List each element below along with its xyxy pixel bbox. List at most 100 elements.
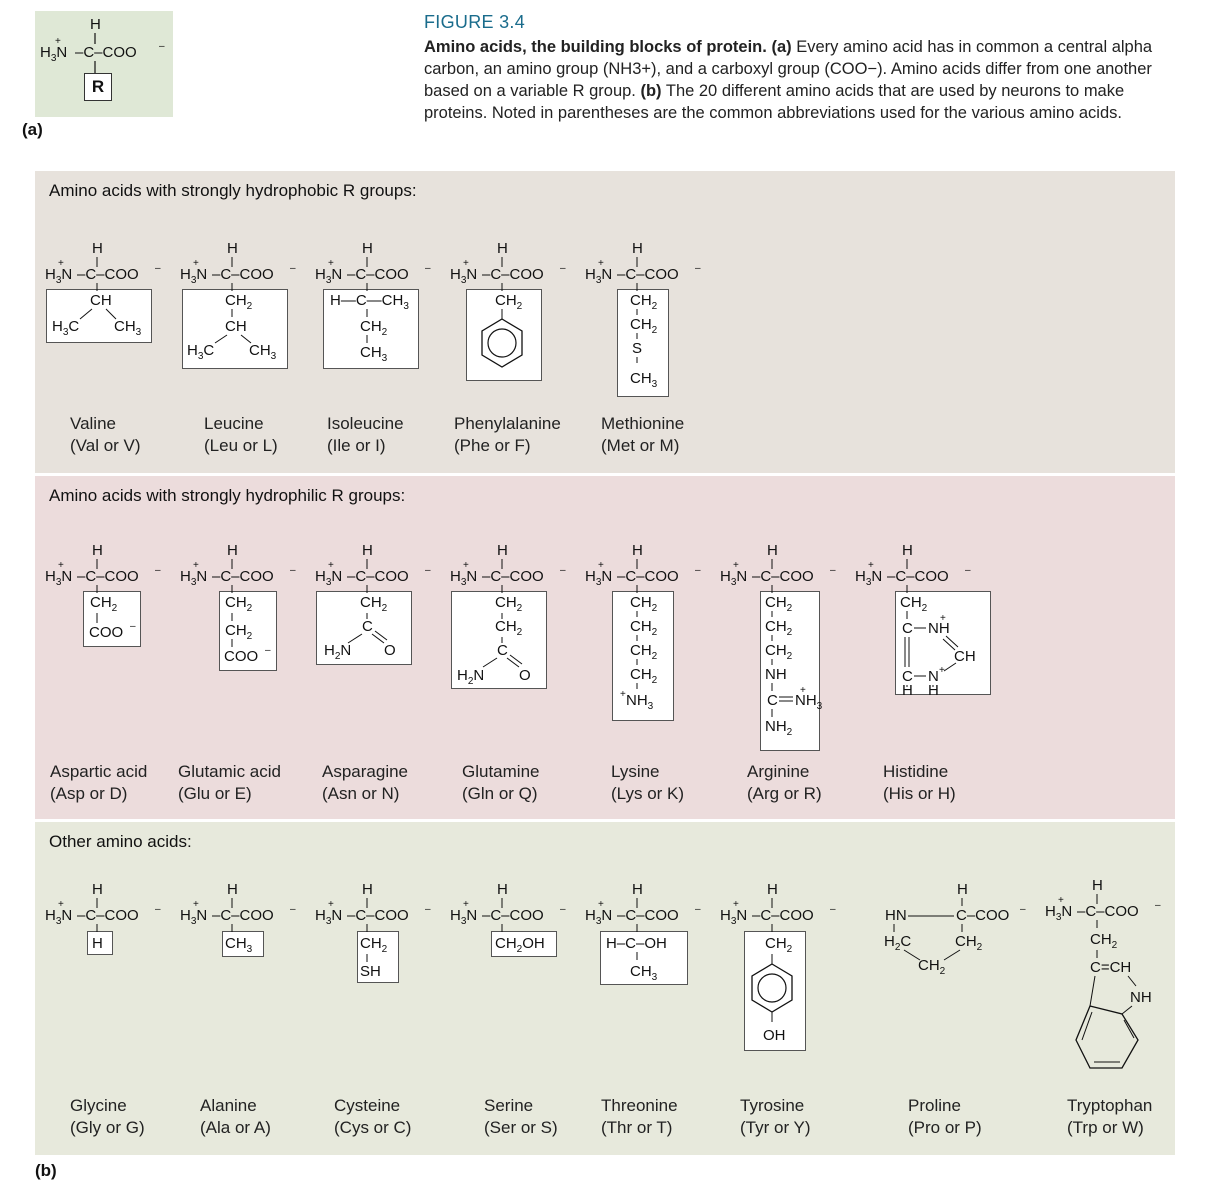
- svg-text:+: +: [463, 899, 469, 910]
- svg-text:H: H: [767, 881, 778, 898]
- svg-text:–C–COO: –C–COO: [752, 568, 814, 585]
- svg-text:+: +: [598, 899, 604, 910]
- svg-text:–: –: [425, 565, 431, 576]
- svg-text:–C–COO: –C–COO: [617, 568, 679, 585]
- svg-text:H3N: H3N: [180, 568, 207, 588]
- caption-part-b-marker: (b): [640, 82, 662, 100]
- arginine-structure: H H3N+ –C–COO – CH2 CH2 CH2 NH C + NH3 NH…: [720, 542, 836, 738]
- svg-text:+: +: [1058, 895, 1064, 906]
- svg-text:–C–COO: –C–COO: [617, 266, 679, 283]
- caption-title: Amino acids, the building blocks of prot…: [424, 38, 767, 56]
- glutamic-acid-structure: H H3N+ –C–COO – CH2 CH2 COO –: [180, 542, 296, 665]
- svg-text:–C–COO: –C–COO: [482, 266, 544, 283]
- phenylalanine-structure: H H3N+ –C–COO – CH2: [450, 240, 566, 368]
- svg-text:H: H: [92, 542, 103, 559]
- svg-text:H: H: [92, 240, 103, 257]
- svg-text:–: –: [425, 263, 431, 274]
- svg-text:–: –: [830, 904, 836, 915]
- tyrosine-structure: H H3N+ –C–COO – CH2 OH: [720, 881, 836, 1044]
- svg-text:H: H: [362, 881, 373, 898]
- svg-text:–C–COO: –C–COO: [75, 44, 137, 61]
- svg-text:C: C: [497, 642, 508, 659]
- histidine-r-group-box: [895, 591, 991, 695]
- svg-text:CH2: CH2: [630, 618, 658, 638]
- svg-text:–: –: [155, 263, 161, 274]
- svg-text:H: H: [928, 682, 939, 697]
- svg-text:H3C: H3C: [52, 318, 79, 338]
- isoleucine-structure: H H3N+ –C–COO – H—C—CH3 CH2 CH3: [315, 240, 431, 364]
- svg-text:–C–COO: –C–COO: [212, 266, 274, 283]
- lysine-r-group-box: [612, 591, 674, 721]
- valine-structure: H H3N+ –C–COO – CH H3C CH3: [45, 240, 161, 338]
- generic-amino-acid-structure: H H3N + –C–COO –: [40, 16, 165, 73]
- svg-text:SH: SH: [360, 963, 381, 980]
- svg-text:CH3: CH3: [360, 344, 388, 364]
- amino-acid-label-aspartic-acid: Aspartic acid (Asp or D): [50, 762, 148, 803]
- valine-r-group-box: [46, 289, 152, 343]
- svg-text:CH2: CH2: [360, 318, 388, 338]
- svg-text:+: +: [193, 258, 199, 269]
- svg-text:+: +: [733, 899, 739, 910]
- svg-text:N: N: [928, 668, 939, 685]
- svg-text:–: –: [425, 904, 431, 915]
- caption-part-a-marker: (a): [771, 38, 792, 56]
- svg-text:H3N: H3N: [720, 568, 747, 588]
- svg-text:NH: NH: [1130, 989, 1152, 1006]
- cysteine-structure: H H3N+ –C–COO – CH2 SH: [315, 881, 431, 980]
- threonine-structure: H H3N+ –C–COO – H–C–OH CH3: [585, 881, 701, 983]
- lysine-structure: H H3N+ –C–COO – CH2 CH2 CH2 CH2 + NH3: [585, 542, 701, 712]
- svg-text:S: S: [632, 340, 642, 357]
- glutamine-structure: H H3N+ –C–COO – CH2 CH2 C H2N O: [450, 542, 566, 687]
- svg-text:+: +: [598, 560, 604, 571]
- svg-text:–: –: [1020, 904, 1026, 915]
- svg-text:+: +: [940, 613, 946, 624]
- proline-structure: H HN C–COO – H2C CH2 CH2: [884, 881, 1026, 976]
- svg-text:H: H: [632, 240, 643, 257]
- svg-text:–: –: [159, 41, 165, 52]
- svg-text:H3N: H3N: [180, 266, 207, 286]
- amino-acid-label-asparagine: Asparagine (Asn or N): [322, 762, 409, 803]
- svg-text:H3N: H3N: [450, 266, 477, 286]
- amino-acid-label-methionine: Methionine (Met or M): [601, 414, 685, 455]
- svg-text:CH2: CH2: [1090, 931, 1118, 951]
- svg-text:+: +: [620, 689, 626, 700]
- glutamine-r-group-box: [451, 591, 547, 689]
- amino-acid-label-tryptophan: Tryptophan (Trp or W): [1067, 1096, 1153, 1137]
- svg-text:CH2OH: CH2OH: [495, 935, 545, 955]
- section-title-hydrophobic: Amino acids with strongly hydrophobic R …: [49, 181, 417, 200]
- svg-text:–C–COO: –C–COO: [347, 907, 409, 924]
- arginine-r-group-box: [760, 591, 820, 751]
- svg-text:–C–COO: –C–COO: [1077, 903, 1139, 920]
- section-title-other: Other amino acids:: [49, 832, 192, 851]
- leucine-r-group-box: [182, 289, 288, 369]
- svg-text:–: –: [155, 904, 161, 915]
- svg-text:O: O: [519, 667, 531, 684]
- svg-text:CH2: CH2: [900, 594, 928, 614]
- svg-text:H: H: [1092, 877, 1103, 894]
- amino-acid-label-isoleucine: Isoleucine (Ile or I): [327, 414, 404, 455]
- amino-acid-label-threonine: Threonine (Thr or T): [601, 1096, 678, 1137]
- svg-text:H3N: H3N: [315, 907, 342, 927]
- amino-acid-label-glycine: Glycine (Gly or G): [70, 1096, 145, 1137]
- svg-text:CH: CH: [225, 318, 247, 335]
- svg-text:+: +: [58, 560, 64, 571]
- svg-text:H3N: H3N: [450, 907, 477, 927]
- svg-text:C: C: [362, 618, 373, 635]
- amino-acid-label-glutamic-acid: Glutamic acid (Glu or E): [178, 762, 281, 803]
- svg-text:H: H: [902, 542, 913, 559]
- methionine-r-group-box: [617, 289, 669, 397]
- svg-text:CH2: CH2: [360, 594, 388, 614]
- svg-text:H: H: [497, 542, 508, 559]
- svg-text:O: O: [384, 642, 396, 659]
- svg-text:+: +: [58, 899, 64, 910]
- svg-text:CH3: CH3: [630, 963, 658, 983]
- svg-text:CH2: CH2: [225, 594, 253, 614]
- svg-text:–: –: [130, 621, 136, 632]
- amino-acid-label-valine: Valine (Val or V): [70, 414, 141, 455]
- svg-text:–: –: [155, 565, 161, 576]
- svg-text:H: H: [362, 542, 373, 559]
- svg-text:CH2: CH2: [630, 642, 658, 662]
- svg-text:–C–COO: –C–COO: [347, 568, 409, 585]
- leucine-structure: H H3N+ –C–COO – CH2 CH H3C CH3: [180, 240, 296, 362]
- amino-acid-label-arginine: Arginine (Arg or R): [747, 762, 822, 803]
